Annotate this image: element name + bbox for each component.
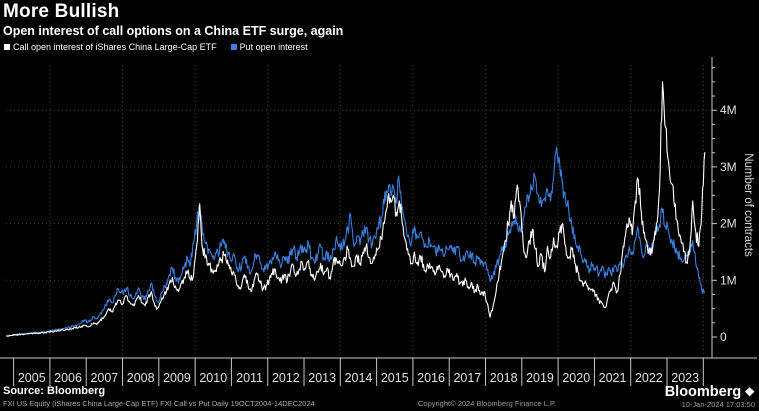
x-tick-label: 2022: [635, 371, 663, 385]
y-tick-label: 1M: [720, 273, 737, 287]
x-tick-label: 2016: [417, 371, 445, 385]
bloomberg-logo-icon: ❖: [744, 385, 755, 399]
x-tick-label: 2017: [453, 371, 481, 385]
x-tick-label: 2013: [308, 371, 336, 385]
x-tick-label: 2012: [272, 371, 300, 385]
x-tick-label: 2019: [526, 371, 554, 385]
y-tick-label: 2M: [720, 217, 737, 231]
chart-subtitle: Open interest of call options on a China…: [3, 24, 344, 38]
legend-item-put-label: Put open interest: [239, 42, 308, 52]
legend-item-call[interactable]: Call open interest of iShares China Larg…: [4, 42, 217, 52]
timestamp: 10-Jan-2024 17:03:50: [681, 400, 755, 409]
x-tick-label: 2020: [562, 371, 590, 385]
chart-title: More Bullish: [3, 1, 120, 22]
x-tick-label: 2015: [381, 371, 409, 385]
put-open-interest-line: [6, 146, 706, 337]
x-tick-label: 2006: [54, 371, 82, 385]
legend-item-call-label: Call open interest of iShares China Larg…: [13, 42, 217, 52]
security-fine-print: FXI US Equity (iShares China Large-Cap E…: [3, 399, 315, 408]
x-tick-label: 2010: [199, 371, 227, 385]
x-tick-label: 2023: [671, 371, 699, 385]
y-tick-label: 3M: [720, 160, 737, 174]
chart-canvas: 2005 2006 2007 2008 2009 2010 2011 2012 2013 2014…: [0, 57, 757, 386]
x-tick-label: 2021: [599, 371, 627, 385]
x-tick-label: 2009: [163, 371, 191, 385]
y-axis-title: Number of contracts: [742, 153, 754, 257]
bloomberg-wordmark: Bloomberg: [664, 384, 742, 400]
bloomberg-brand: Bloomberg ❖: [665, 384, 755, 400]
legend: Call open interest of iShares China Larg…: [4, 42, 322, 52]
x-tick-label: 2007: [90, 371, 118, 385]
x-tick-label: 2005: [18, 371, 46, 385]
y-tick-label: 0: [720, 330, 727, 344]
legend-item-put[interactable]: Put open interest: [230, 42, 308, 52]
call-open-interest-line: [6, 81, 706, 337]
put-series-swatch-icon: [230, 44, 237, 50]
x-tick-label: 2011: [236, 371, 263, 385]
x-tick-label: 2014: [345, 371, 373, 385]
source-note: Source: Bloomberg: [3, 385, 106, 397]
copyright-text: Copyright© 2024 Bloomberg Finance L.P.: [418, 399, 556, 408]
x-tick-label: 2018: [490, 371, 518, 385]
call-series-swatch-icon: [4, 44, 10, 50]
y-tick-label: 4M: [720, 103, 737, 117]
x-tick-label: 2008: [127, 371, 155, 385]
